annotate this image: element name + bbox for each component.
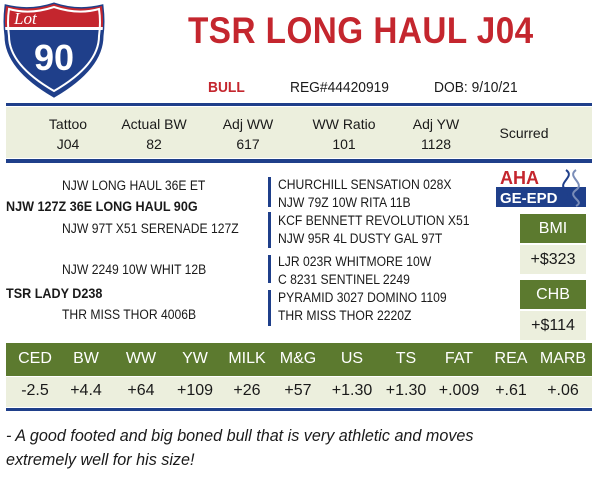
pedigree-dam-sire: NJW 2249 10W WHIT 12B bbox=[62, 262, 207, 277]
stat-label-adj-ww: Adj WW bbox=[222, 116, 274, 132]
epd-value-milk: +26 bbox=[233, 382, 261, 399]
lot-number: 90 bbox=[34, 37, 74, 78]
stats-bottom-rule bbox=[6, 159, 592, 163]
ancestor-bracket-3 bbox=[268, 255, 271, 283]
epd-value-us: +1.30 bbox=[331, 382, 373, 399]
ancestor-dam-side-2: C 8231 SENTINEL 2249 bbox=[278, 272, 410, 287]
epd-value-ww: +64 bbox=[127, 382, 155, 399]
stat-value-adj-ww: 617 bbox=[236, 136, 260, 152]
epd-value-ced: -2.5 bbox=[21, 382, 49, 399]
epd-label-milk: MILK bbox=[228, 350, 266, 367]
animal-sex: BULL bbox=[208, 79, 245, 96]
pedigree-dam: TSR LADY D238 bbox=[6, 285, 103, 301]
epd-value-mg: +57 bbox=[284, 382, 312, 399]
stats-band bbox=[6, 107, 592, 158]
stat-label-adj-yw: Adj YW bbox=[412, 116, 460, 132]
pedigree-dam-dam: THR MISS THOR 4006B bbox=[62, 307, 197, 322]
stat-value-ww-ratio: 101 bbox=[332, 136, 356, 152]
lot-label: Lot bbox=[13, 9, 38, 28]
epd-value-rea: +.61 bbox=[495, 382, 527, 399]
logo-line-2: GE-EPD bbox=[500, 190, 558, 207]
index-value-chb: +$114 bbox=[520, 311, 586, 340]
stat-label-scurred: Scurred bbox=[499, 125, 549, 141]
pedigree-sire: NJW 127Z 36E LONG HAUL 90G bbox=[6, 198, 198, 214]
epd-label-us: US bbox=[340, 350, 364, 367]
epd-value-fat: +.009 bbox=[438, 382, 480, 399]
epd-header-band bbox=[6, 343, 592, 376]
epd-value-ts: +1.30 bbox=[385, 382, 427, 399]
registration-number: REG#44420919 bbox=[290, 79, 389, 96]
animal-name: TSR LONG HAUL J04 bbox=[188, 10, 534, 51]
epd-value-yw: +109 bbox=[176, 382, 214, 399]
pedigree-sire-dam: NJW 97T X51 SERENADE 127Z bbox=[62, 221, 239, 236]
ancestor-bracket-2 bbox=[268, 212, 271, 248]
ancestor-sire-side-2: NJW 79Z 10W RITA 11B bbox=[278, 195, 411, 210]
epd-label-yw: YW bbox=[182, 350, 208, 367]
stats-top-rule bbox=[6, 103, 592, 106]
stat-value-tattoo: J04 bbox=[56, 136, 80, 152]
epd-bottom-rule bbox=[6, 408, 592, 411]
date-of-birth: DOB: 9/10/21 bbox=[434, 79, 518, 96]
pedigree-sire-sire: NJW LONG HAUL 36E ET bbox=[62, 178, 206, 193]
index-label-chb: CHB bbox=[520, 280, 586, 309]
stat-label-actual-bw: Actual BW bbox=[121, 116, 187, 132]
epd-label-marb: MARB bbox=[539, 350, 587, 367]
stat-value-adj-yw: 1128 bbox=[420, 136, 452, 152]
epd-label-mg: M&G bbox=[279, 350, 317, 367]
ancestor-sire-side-3: KCF BENNETT REVOLUTION X51 bbox=[278, 213, 470, 228]
epd-label-rea: REA bbox=[494, 350, 528, 367]
stat-value-actual-bw: 82 bbox=[146, 136, 162, 152]
ancestor-dam-side-4: THR MISS THOR 2220Z bbox=[278, 308, 412, 323]
ancestor-sire-side-1: CHURCHILL SENSATION 028X bbox=[278, 177, 452, 192]
epd-value-band bbox=[6, 377, 592, 407]
ancestor-bracket-4 bbox=[268, 290, 271, 326]
epd-label-fat: FAT bbox=[444, 350, 474, 367]
epd-label-ww: WW bbox=[125, 350, 157, 367]
epd-value-marb: +.06 bbox=[547, 382, 579, 399]
stat-label-ww-ratio: WW Ratio bbox=[312, 116, 376, 132]
epd-label-ts: TS bbox=[395, 350, 417, 367]
epd-label-bw: BW bbox=[73, 350, 99, 367]
index-label-bmi: BMI bbox=[520, 214, 586, 243]
epd-label-ced: CED bbox=[18, 350, 52, 367]
logo-line-1: AHA bbox=[500, 168, 539, 188]
ancestor-bracket-1 bbox=[268, 177, 271, 207]
index-value-bmi: +$323 bbox=[520, 245, 586, 274]
ancestor-sire-side-4: NJW 95R 4L DUSTY GAL 97T bbox=[278, 231, 443, 246]
ancestor-dam-side-1: LJR 023R WHITMORE 10W bbox=[278, 254, 432, 269]
lot-comment: - A good footed and big boned bull that … bbox=[6, 426, 474, 469]
stat-label-tattoo: Tattoo bbox=[48, 116, 88, 132]
lot-badge: Lot 90 bbox=[3, 2, 105, 98]
aha-ge-epd-logo: AHA GE-EPD bbox=[496, 167, 586, 207]
ancestor-dam-side-3: PYRAMID 3027 DOMINO 1109 bbox=[278, 290, 447, 305]
epd-value-bw: +4.4 bbox=[70, 382, 102, 399]
